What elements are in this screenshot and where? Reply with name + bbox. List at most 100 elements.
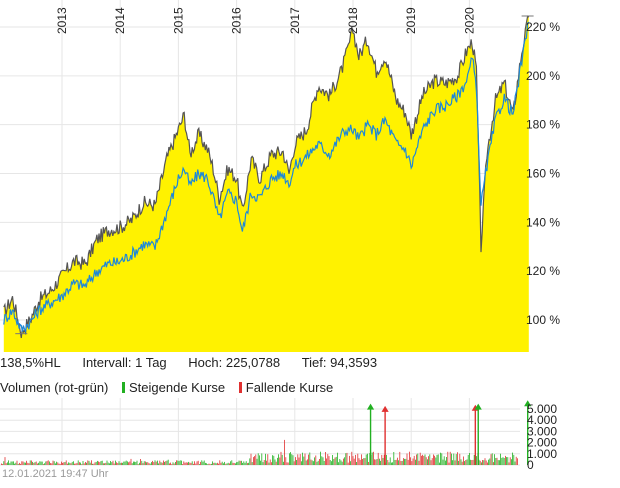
volume-bar — [181, 460, 182, 465]
volume-bar — [350, 461, 351, 465]
volume-bar — [280, 451, 282, 465]
y-tick-label: 160 % — [526, 167, 560, 181]
volume-bar — [86, 462, 87, 465]
series-line-1 — [3, 15, 530, 339]
volume-bar — [221, 461, 223, 465]
volume-bar — [83, 463, 85, 465]
volume-bar — [415, 459, 416, 465]
volume-bar — [278, 454, 279, 465]
volume-bar — [211, 463, 212, 465]
volume-bar — [380, 460, 381, 465]
volume-bar — [399, 451, 401, 465]
volume-bar — [145, 461, 146, 465]
volume-bar — [398, 460, 399, 465]
volume-bar — [169, 463, 170, 465]
volume-spike — [474, 406, 477, 465]
volume-bar — [170, 462, 171, 465]
volume-bar — [2, 464, 3, 465]
volume-bar — [233, 463, 235, 465]
volume-bar — [163, 460, 164, 465]
volume-bar — [379, 458, 380, 465]
volume-bar — [219, 460, 221, 465]
volume-bar — [436, 454, 438, 465]
volume-bar — [367, 453, 368, 465]
volume-bar — [41, 461, 43, 465]
y-tick-label: 120 % — [526, 264, 560, 278]
volume-bar — [43, 464, 44, 465]
volume-bar — [489, 458, 491, 465]
volume-bar — [85, 462, 86, 465]
volume-bar — [321, 456, 323, 465]
volume-bar — [273, 455, 275, 465]
percent-label: 138,5%HL — [0, 355, 61, 370]
volume-bar — [391, 462, 392, 465]
volume-bar — [449, 451, 451, 465]
volume-bar — [103, 463, 104, 465]
volume-bar — [20, 463, 21, 465]
volume-bar — [442, 459, 444, 465]
volume-bar — [386, 454, 387, 465]
volume-bar — [220, 462, 222, 465]
volume-bar — [259, 455, 260, 465]
volume-bar — [454, 460, 456, 465]
volume-bar — [235, 463, 236, 465]
volume-bar — [362, 459, 363, 465]
volume-tick-label: 1.000 — [527, 447, 557, 461]
y-tick-label: 200 % — [526, 69, 560, 83]
volume-bar — [347, 462, 349, 465]
volume-bar — [413, 455, 415, 465]
x-tick-label: 2020 — [462, 7, 476, 34]
volume-bar — [508, 462, 510, 465]
x-tick-label: 2015 — [171, 7, 185, 34]
volume-bar — [19, 462, 20, 465]
volume-bar — [296, 460, 297, 465]
volume-bar — [452, 460, 453, 465]
volume-bar — [22, 461, 24, 465]
volume-bar — [423, 455, 425, 465]
volume-bar — [97, 460, 98, 465]
volume-bar — [406, 453, 408, 465]
volume-bar — [465, 460, 467, 465]
volume-bar — [73, 461, 74, 465]
volume-bar — [171, 464, 173, 465]
volume-bar — [320, 451, 321, 465]
volume-bar — [490, 454, 492, 465]
volume-bar — [116, 462, 117, 465]
volume-bar — [316, 461, 318, 465]
volume-bar — [338, 462, 339, 465]
volume-bar — [32, 461, 33, 465]
volume-bar — [147, 462, 149, 465]
volume-bar — [200, 461, 201, 465]
volume-bar — [178, 461, 180, 465]
volume-bar — [139, 462, 140, 465]
volume-bar — [457, 452, 458, 465]
volume-bar — [341, 461, 343, 465]
volume-bar — [239, 460, 241, 465]
volume-bar — [229, 463, 230, 465]
volume-bar — [55, 463, 56, 465]
volume-bar — [92, 463, 93, 465]
volume-bar — [47, 460, 49, 465]
volume-bar — [125, 460, 127, 465]
volume-bar — [35, 461, 37, 465]
volume-bar — [451, 453, 452, 465]
volume-bar — [106, 460, 108, 465]
volume-bar — [437, 454, 439, 465]
volume-bar — [212, 461, 213, 465]
legend-up-label: Steigende Kurse — [129, 380, 226, 395]
volume-bar — [289, 453, 290, 465]
volume-bar — [13, 461, 14, 465]
volume-bar — [284, 439, 285, 465]
volume-bar — [206, 463, 207, 465]
volume-bar — [231, 460, 233, 465]
volume-bar — [422, 454, 423, 465]
y-tick-label: 180 % — [526, 118, 560, 132]
volume-bar — [345, 453, 347, 465]
volume-bar — [361, 454, 362, 465]
volume-bar — [121, 462, 122, 465]
volume-bar — [159, 460, 161, 465]
volume-bar — [177, 460, 179, 465]
volume-bar — [404, 458, 405, 465]
volume-bar — [407, 459, 409, 465]
volume-bar — [332, 455, 333, 465]
